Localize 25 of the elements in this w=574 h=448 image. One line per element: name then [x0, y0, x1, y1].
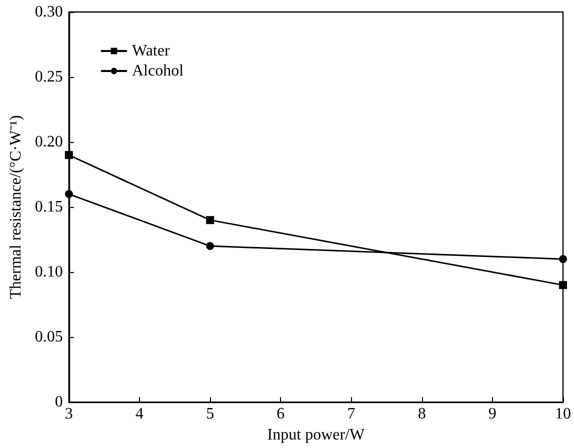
x-axis-title: Input power/W [267, 426, 366, 444]
y-tick-label: 0.10 [34, 264, 63, 281]
point [559, 281, 567, 290]
y-tick-label: 0.25 [34, 68, 63, 86]
x-tick-label: 4 [135, 406, 144, 423]
legend-label: Alcohol [132, 62, 184, 80]
point [206, 242, 214, 250]
x-tick-label: 7 [347, 406, 356, 423]
x-tick-label: 3 [64, 406, 73, 423]
y-tick-label: 0 [54, 394, 63, 411]
x-tick-label: 8 [418, 406, 426, 423]
point [64, 190, 73, 198]
x-tick-label: 6 [276, 406, 285, 423]
y-tick-label: 0.05 [34, 328, 63, 346]
y-tick-label: 0.20 [34, 134, 63, 151]
point [64, 151, 73, 160]
point [559, 255, 567, 264]
y-axis-title: Thermal resistance/(°C·W⁻¹) [8, 115, 24, 299]
x-tick-label: 5 [206, 406, 214, 423]
x-tick-label: 10 [555, 406, 571, 423]
y-tick-label: 0.30 [34, 4, 63, 20]
x-tick-label: 9 [488, 406, 496, 423]
legend-label: Water [132, 42, 170, 60]
point [206, 216, 214, 224]
y-tick-label: 0.15 [34, 198, 63, 216]
